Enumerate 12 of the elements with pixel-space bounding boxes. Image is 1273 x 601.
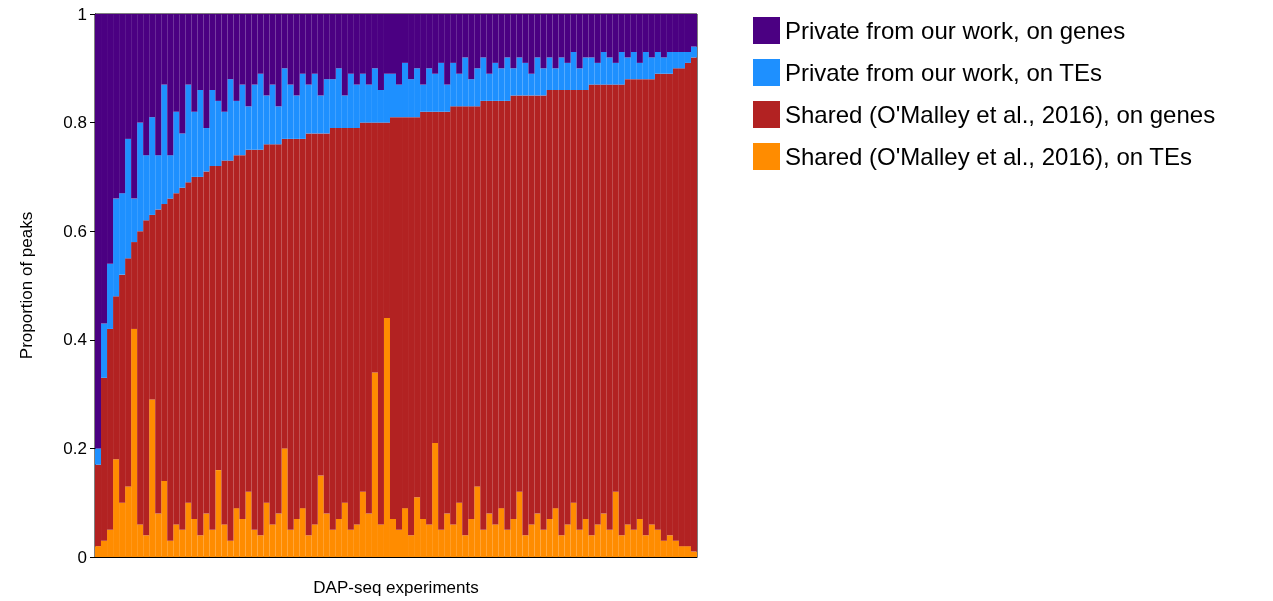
legend-label: Shared (O'Malley et al., 2016), on TEs xyxy=(785,143,1193,170)
y-tick-label: 0.2 xyxy=(63,438,87,458)
y-tick-label: 0 xyxy=(77,547,87,567)
legend-label: Shared (O'Malley et al., 2016), on genes xyxy=(785,101,1216,128)
x-axis-title: DAP-seq experiments xyxy=(313,578,479,597)
legend-label: Private from our work, on genes xyxy=(785,17,1126,44)
y-tick-label: 1 xyxy=(77,4,87,24)
legend-label: Private from our work, on TEs xyxy=(785,59,1102,86)
y-tick-label: 0.6 xyxy=(63,221,87,241)
y-tick-label: 0.4 xyxy=(63,330,87,350)
y-axis-title: Proportion of peaks xyxy=(17,211,36,360)
y-tick-label: 0.8 xyxy=(63,113,87,133)
